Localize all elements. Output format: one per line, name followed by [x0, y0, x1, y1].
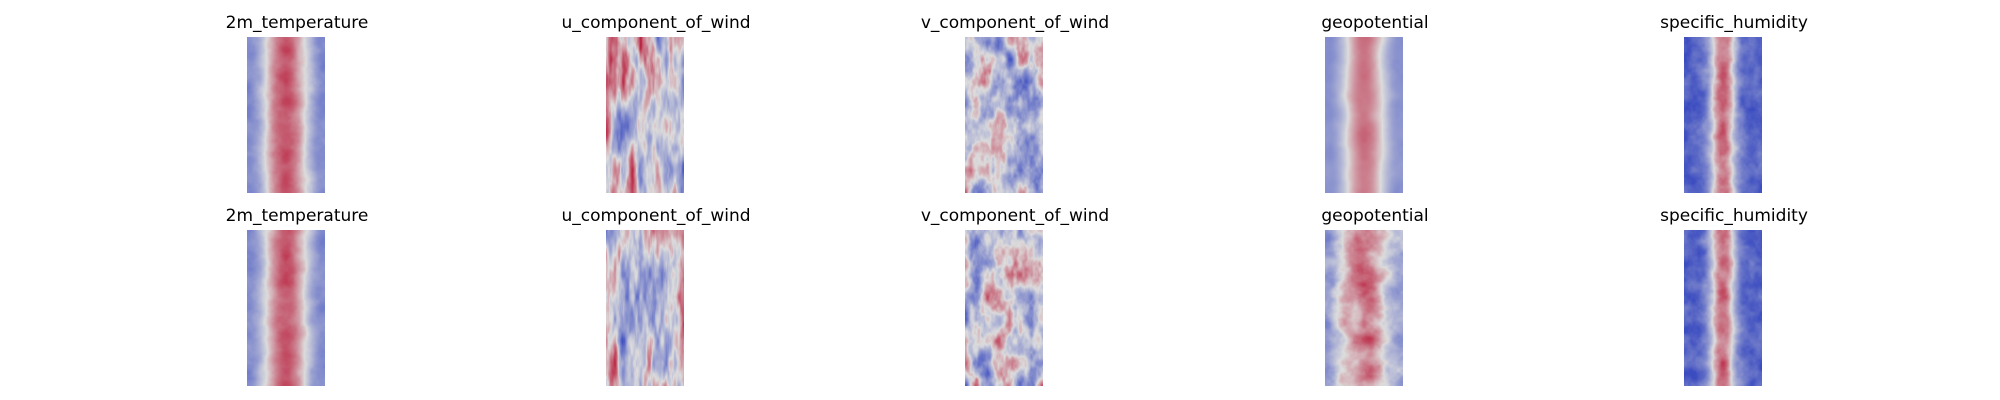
heatmap-image [1325, 37, 1403, 193]
panel-title: 2m_temperature [225, 206, 369, 226]
panel-title: geopotential [1321, 206, 1429, 226]
heatmap-image [1684, 37, 1762, 193]
heatmap-image [965, 37, 1043, 193]
heatmap-image [1684, 230, 1762, 386]
panel-title: specific_humidity [1660, 206, 1808, 226]
heatmap-image [606, 37, 684, 193]
panel-title: specific_humidity [1660, 13, 1808, 33]
panel-title: geopotential [1321, 13, 1429, 33]
heatmap-image [1325, 230, 1403, 386]
heatmap-image [247, 230, 325, 386]
heatmap-image [965, 230, 1043, 386]
heatmap-image [247, 37, 325, 193]
panel-title: v_component_of_wind [920, 13, 1110, 33]
panel-title: u_component_of_wind [561, 206, 751, 226]
panel-title: v_component_of_wind [920, 206, 1110, 226]
heatmap-image [606, 230, 684, 386]
panel-title: u_component_of_wind [561, 13, 751, 33]
panel-title: 2m_temperature [225, 13, 369, 33]
